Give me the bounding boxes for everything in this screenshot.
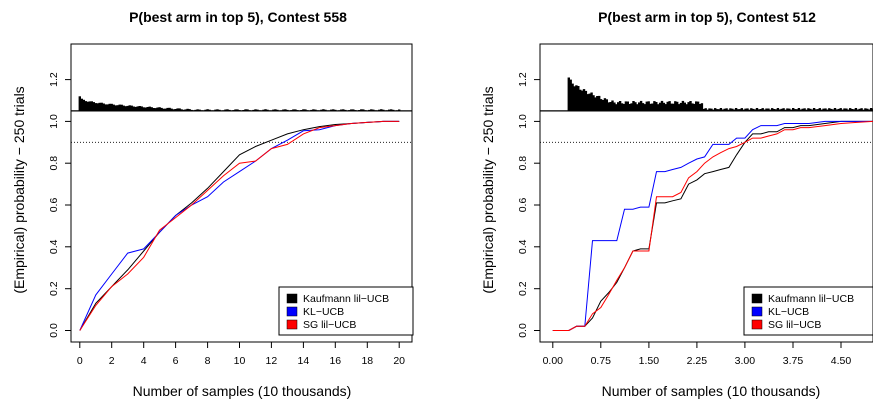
series-line-sg-lil-ucb <box>79 120 400 331</box>
chart-title: P(best arm in top 5), Contest 512 <box>598 9 816 25</box>
legend-label-kl: KL−UCB <box>768 306 809 318</box>
x-tick-label: 18 <box>361 355 373 367</box>
legend-swatch-kaufmann <box>751 293 763 304</box>
x-tick-label: 4.50 <box>831 355 852 367</box>
plot-frame <box>539 43 873 343</box>
legend-swatch-sg <box>751 319 763 330</box>
legend-label-kaufmann: Kaufmann lil−UCB <box>303 293 389 305</box>
x-tick-label: 10 <box>234 355 246 367</box>
y-tick-label: 1.2 <box>517 72 529 87</box>
y-axis-label: (Empirical) probability − 250 trials <box>11 86 27 293</box>
y-tick-label: 0.4 <box>48 239 60 254</box>
x-tick-label: 0 <box>77 355 83 367</box>
y-tick-label: 0.8 <box>48 156 60 171</box>
legend-swatch-kaufmann <box>286 293 298 304</box>
legend-label-sg: SG lil−UCB <box>768 319 821 331</box>
legend: Kaufmann lil−UCB KL−UCB SG lil−UCB <box>278 286 414 336</box>
legend-label-kaufmann: Kaufmann lil−UCB <box>768 293 854 305</box>
legend-swatch-kl <box>751 306 763 317</box>
legend-box <box>743 286 873 336</box>
y-tick-label: 0.2 <box>48 281 60 296</box>
x-tick-label: 3.75 <box>783 355 804 367</box>
legend-box <box>278 286 414 336</box>
y-tick-label: 0.6 <box>48 198 60 213</box>
legend-label-sg: SG lil−UCB <box>303 319 356 331</box>
x-axis-label: Number of samples (10 thousands) <box>133 383 352 399</box>
y-tick-label: 0.0 <box>48 323 60 338</box>
y-tick-label: 0.4 <box>517 239 529 254</box>
x-tick-label: 4 <box>141 355 147 367</box>
legend-label-kl: KL−UCB <box>303 306 344 318</box>
chart-contest-558: P(best arm in top 5), Contest 558 0 2 4 6 8 1… <box>11 9 414 399</box>
x-tick-label: 6 <box>173 355 179 367</box>
series-line-sg-lil-ucb <box>552 120 873 331</box>
chart-contest-512: P(best arm in top 5), Contest 512 0.00 0.… <box>480 9 873 399</box>
y-tick-label: 0.2 <box>517 281 529 296</box>
legend: Kaufmann lil−UCB KL−UCB SG lil−UCB <box>743 286 873 336</box>
x-tick-label: 2 <box>109 355 115 367</box>
y-tick-label: 0.6 <box>517 198 529 213</box>
x-tick-label: 20 <box>393 355 405 367</box>
y-tick-label: 1.0 <box>517 114 529 129</box>
x-tick-label: 16 <box>329 355 341 367</box>
x-tick-label: 14 <box>298 355 310 367</box>
series-line-kl-ucb <box>552 120 873 331</box>
legend-swatch-sg <box>286 319 298 330</box>
x-axis-label: Number of samples (10 thousands) <box>602 383 821 399</box>
x-tick-label: 2.25 <box>687 355 708 367</box>
y-tick-label: 0.8 <box>517 156 529 171</box>
series-line-kaufmann-lil-ucb <box>552 120 873 331</box>
x-tick-label: 8 <box>205 355 211 367</box>
chart-title: P(best arm in top 5), Contest 558 <box>129 9 347 25</box>
y-axis-label: (Empirical) probability − 250 trials <box>480 86 496 293</box>
y-tick-label: 1.2 <box>48 72 60 87</box>
x-tick-label: 1.50 <box>639 355 660 367</box>
x-tick-label: 3.00 <box>735 355 756 367</box>
x-tick-label: 0.75 <box>591 355 612 367</box>
legend-swatch-kl <box>286 306 298 317</box>
plot-frame <box>70 43 413 343</box>
x-tick-label: 0.00 <box>543 355 564 367</box>
y-tick-label: 1.0 <box>48 114 60 129</box>
y-tick-label: 0.0 <box>517 323 529 338</box>
x-tick-label: 12 <box>266 355 278 367</box>
